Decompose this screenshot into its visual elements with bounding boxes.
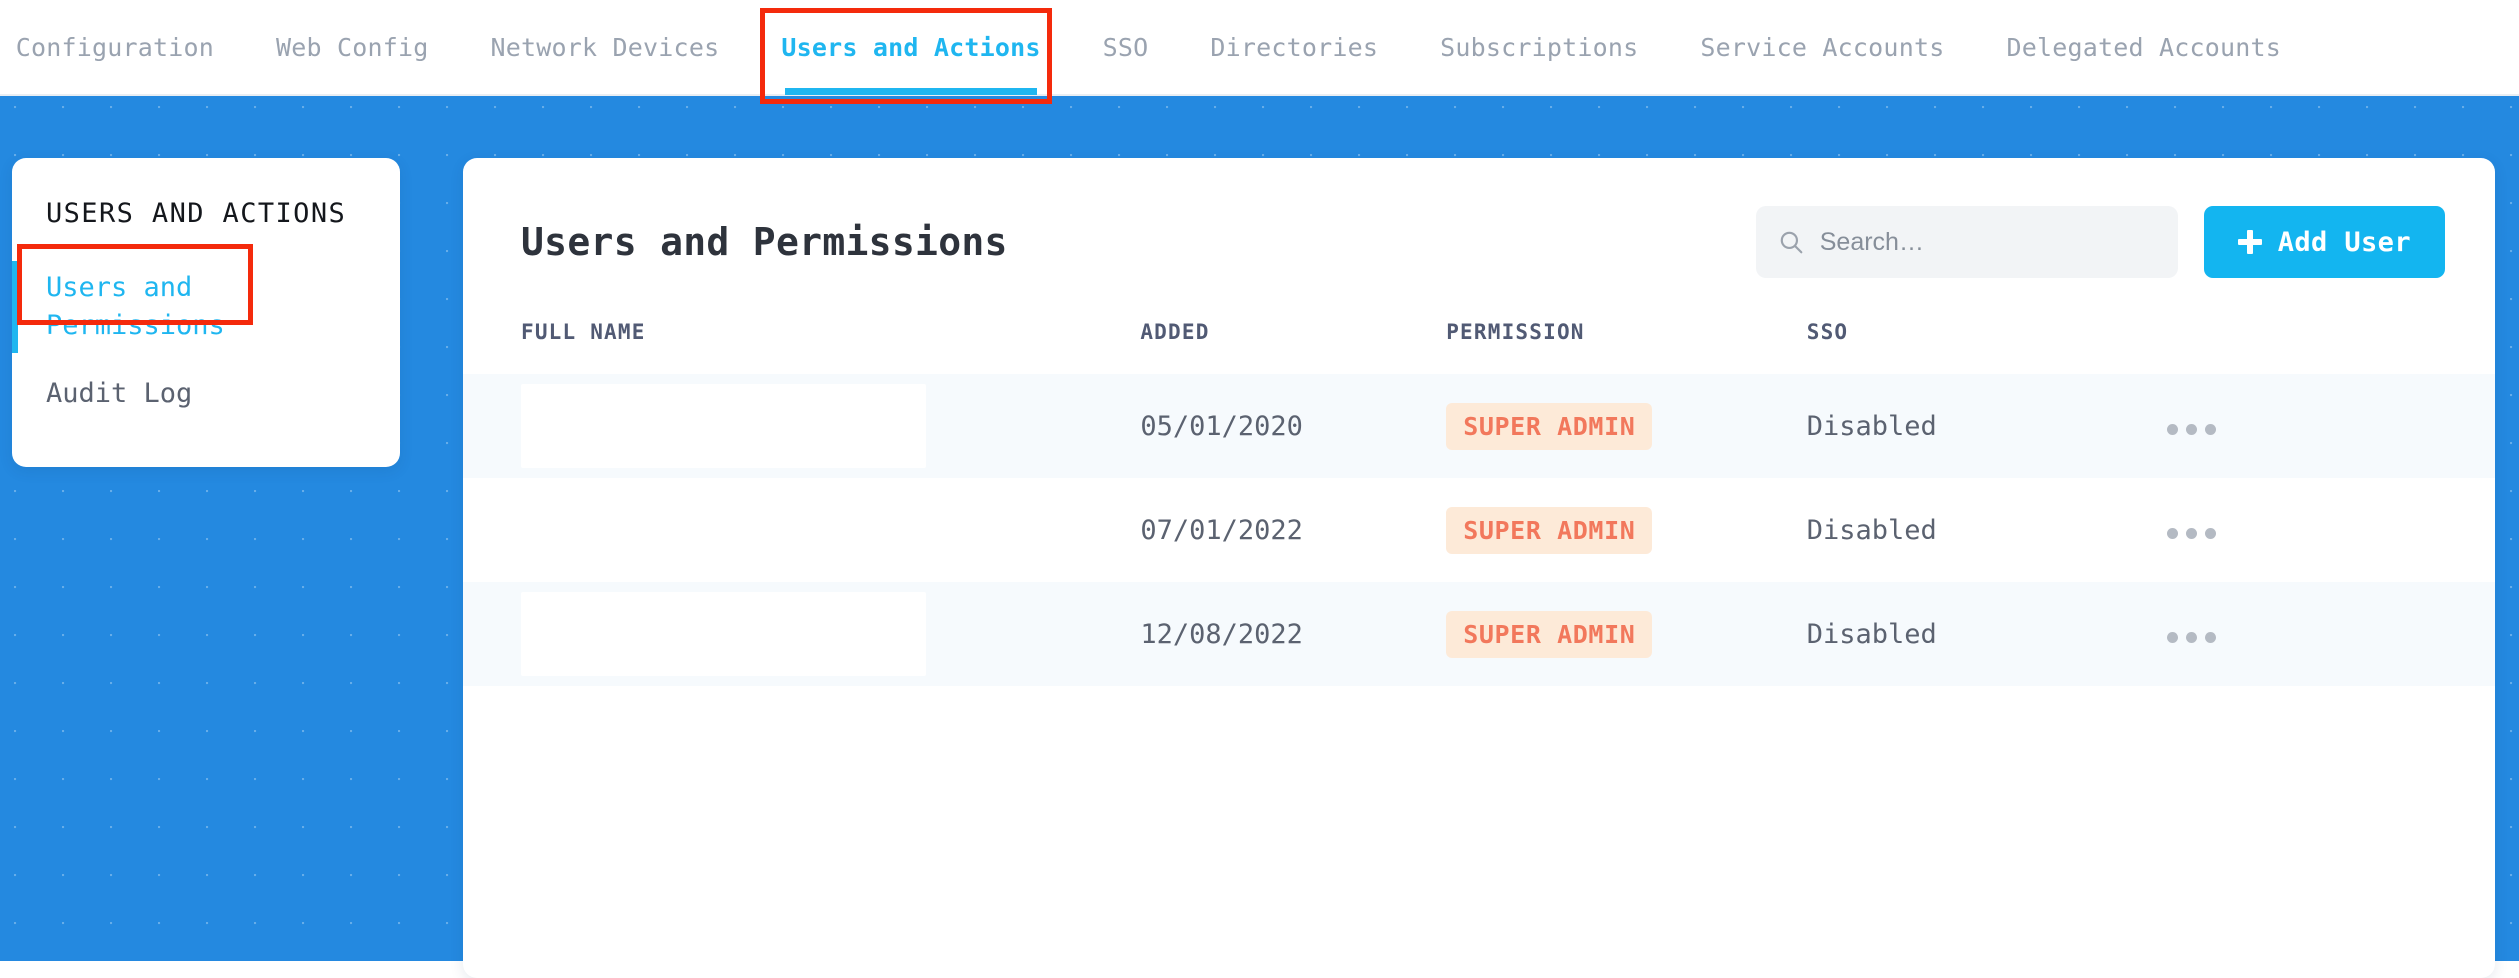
- nav-tab-label: Subscriptions: [1440, 32, 1639, 62]
- cell-actions: [2167, 478, 2495, 582]
- table-body: 05/01/2020 SUPER ADMIN Disabled 07/01/20…: [463, 374, 2495, 790]
- nav-tab-sso[interactable]: SSO: [1103, 0, 1149, 95]
- cell-full-name: [463, 374, 1141, 478]
- column-header-actions: [2167, 320, 2495, 374]
- status-badge: SUPER ADMIN: [1446, 610, 1653, 658]
- page-title: Users and Permissions: [521, 220, 1008, 264]
- cell-sso: Disabled: [1806, 478, 2168, 582]
- nav-tab-mail-configuration[interactable]: il Configuration: [0, 0, 214, 95]
- cell-full-name: [463, 686, 1141, 790]
- cell-permission: [1446, 686, 1807, 790]
- nav-tab-users-and-actions[interactable]: Users and Actions: [781, 0, 1040, 95]
- nav-tab-service-accounts[interactable]: Service Accounts: [1700, 0, 1944, 95]
- nav-tab-label: Service Accounts: [1700, 32, 1945, 62]
- nav-tab-label: Network Devices: [490, 32, 720, 62]
- cell-actions: [2167, 686, 2495, 790]
- users-table: FULL NAME ADDED PERMISSION SSO 05/01/202…: [463, 320, 2495, 790]
- panel-header-actions: Add User: [1755, 206, 2445, 278]
- nav-tab-label: SSO: [1102, 32, 1149, 62]
- nav-tab-label: Users and Actions: [781, 32, 1041, 62]
- redacted-name-block: [521, 384, 926, 468]
- table-header-row: FULL NAME ADDED PERMISSION SSO: [463, 320, 2495, 374]
- cell-permission: SUPER ADMIN: [1446, 478, 1807, 582]
- cell-added: 12/08/2022: [1140, 582, 1447, 686]
- top-navigation-bar: il Configuration Web Config Network Devi…: [0, 0, 2519, 96]
- table-header: FULL NAME ADDED PERMISSION SSO: [463, 320, 2495, 374]
- search-input[interactable]: [1819, 227, 2156, 257]
- sidebar-item-users-and-permissions[interactable]: Users and Permissions: [12, 261, 400, 353]
- cell-permission: SUPER ADMIN: [1446, 582, 1807, 686]
- cell-permission: SUPER ADMIN: [1446, 374, 1807, 478]
- nav-tab-delegated-accounts[interactable]: Delegated Accounts: [2006, 0, 2281, 95]
- users-permissions-panel: Users and Permissions Add User FULL NAME…: [463, 158, 2495, 978]
- sidebar-item-audit-log[interactable]: Audit Log: [12, 353, 400, 421]
- cell-sso: Disabled: [1806, 374, 2168, 478]
- row-more-options-icon[interactable]: [2167, 527, 2217, 539]
- panel-header: Users and Permissions Add User: [463, 158, 2495, 278]
- cell-added: 07/01/2022: [1140, 478, 1447, 582]
- table-row[interactable]: [463, 686, 2495, 790]
- sidebar-item-label: Audit Log: [46, 378, 193, 409]
- sidebar-panel: USERS AND ACTIONS Users and Permissions …: [12, 158, 400, 467]
- row-more-options-icon[interactable]: [2167, 631, 2217, 643]
- sidebar-heading: USERS AND ACTIONS: [46, 198, 347, 229]
- cell-actions: [2167, 374, 2495, 478]
- column-header-sso: SSO: [1806, 320, 1849, 344]
- nav-tab-label: Directories: [1210, 32, 1379, 62]
- redacted-name-block: [521, 592, 926, 676]
- nav-tab-subscriptions[interactable]: Subscriptions: [1440, 0, 1638, 95]
- cell-added: [1140, 686, 1447, 790]
- redacted-name-block: [521, 488, 926, 572]
- nav-tab-label: il Configuration: [0, 32, 215, 62]
- search-box[interactable]: [1755, 206, 2178, 278]
- column-header-permission: PERMISSION: [1446, 320, 1585, 344]
- status-badge: SUPER ADMIN: [1446, 506, 1653, 554]
- cell-full-name: [463, 582, 1141, 686]
- cell-sso: Disabled: [1806, 582, 2168, 686]
- cell-actions: [2167, 582, 2495, 686]
- cell-added: 05/01/2020: [1140, 374, 1447, 478]
- table-row[interactable]: 07/01/2022 SUPER ADMIN Disabled: [463, 478, 2495, 582]
- nav-tab-network-devices[interactable]: Network Devices: [491, 0, 720, 95]
- column-header-full-name: FULL NAME: [521, 320, 646, 344]
- add-user-label: Add User: [2277, 226, 2411, 258]
- table-row[interactable]: 05/01/2020 SUPER ADMIN Disabled: [463, 374, 2495, 478]
- sidebar-item-label: Users and Permissions: [46, 272, 225, 341]
- nav-tab-directories[interactable]: Directories: [1210, 0, 1378, 95]
- row-more-options-icon[interactable]: [2167, 423, 2217, 435]
- nav-tab-web-config[interactable]: Web Config: [276, 0, 429, 95]
- cell-sso: [1806, 686, 2168, 790]
- table-row[interactable]: 12/08/2022 SUPER ADMIN Disabled: [463, 582, 2495, 686]
- nav-tab-label: Delegated Accounts: [2006, 32, 2281, 62]
- add-user-button[interactable]: Add User: [2203, 206, 2445, 278]
- column-header-added: ADDED: [1140, 320, 1210, 344]
- status-badge: SUPER ADMIN: [1446, 402, 1653, 450]
- active-indicator-bar: [12, 261, 18, 353]
- cell-full-name: [463, 478, 1141, 582]
- plus-icon: [2237, 230, 2262, 254]
- active-tab-underline: [785, 88, 1037, 95]
- search-icon: [1780, 231, 1803, 254]
- nav-tab-label: Web Config: [276, 32, 429, 62]
